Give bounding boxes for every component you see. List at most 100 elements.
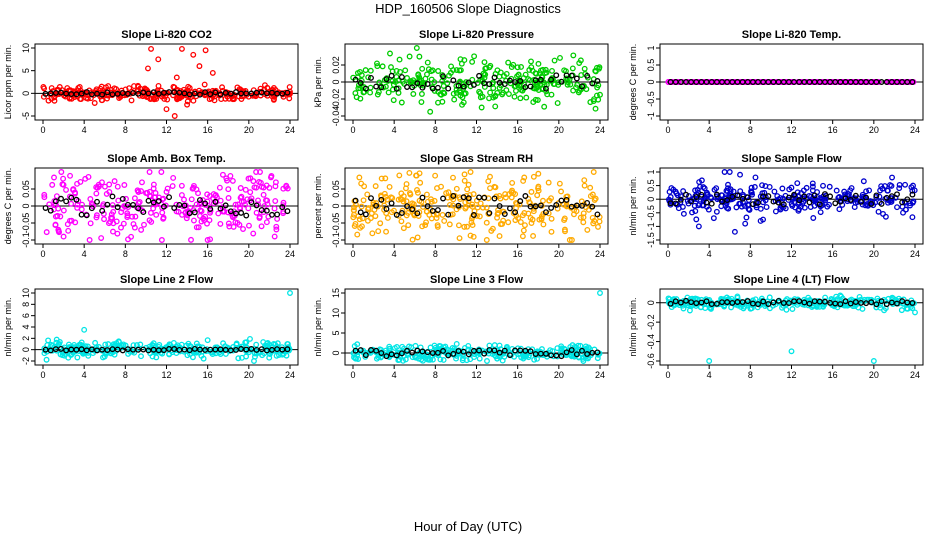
data-point xyxy=(221,208,228,215)
data-point xyxy=(461,171,468,178)
data-point xyxy=(384,214,391,221)
hourly-point xyxy=(780,201,787,208)
hourly-point xyxy=(517,198,524,205)
data-point xyxy=(239,93,245,100)
hourly-point xyxy=(88,205,95,212)
data-point xyxy=(170,92,177,99)
x-tick-label: 24 xyxy=(595,249,605,259)
data-point xyxy=(178,182,185,189)
y-tick-label: 0 xyxy=(646,197,656,202)
outlier-point xyxy=(737,171,743,178)
outlier-point xyxy=(251,358,257,364)
data-point xyxy=(350,214,357,221)
data-point xyxy=(696,79,703,85)
hourly-point xyxy=(501,211,508,217)
chart-panel: Slope Amb. Box Temp. 0 4 8 12 16 20 24 -0.1-0.05… xyxy=(3,153,299,259)
y-tick-label: 0.5 xyxy=(646,179,656,192)
data-point xyxy=(495,209,502,216)
x-tick-label: 20 xyxy=(554,249,564,259)
hourly-point xyxy=(419,194,426,201)
data-point xyxy=(724,185,731,192)
hourly-point xyxy=(119,347,126,354)
hourly-point xyxy=(470,81,477,88)
data-point xyxy=(561,67,568,74)
data-point xyxy=(409,236,416,243)
data-point xyxy=(164,96,171,103)
hourly-point xyxy=(672,298,679,305)
hourly-point xyxy=(233,89,239,96)
hourly-point xyxy=(486,210,493,216)
y-tick-label: -0.4 xyxy=(646,334,656,350)
x-tick-label: 16 xyxy=(203,125,213,135)
data-point xyxy=(147,209,154,216)
data-point xyxy=(503,87,510,94)
data-point xyxy=(866,187,873,194)
data-point xyxy=(272,183,279,190)
outlier-point xyxy=(757,218,764,224)
x-tick-label: 4 xyxy=(392,125,397,135)
data-point xyxy=(686,307,693,314)
hourly-point xyxy=(404,84,410,90)
data-point xyxy=(441,217,448,224)
data-point xyxy=(499,357,506,364)
hourly-point xyxy=(775,297,782,304)
hourly-point xyxy=(191,90,198,97)
hourly-point xyxy=(888,299,895,306)
hourly-point xyxy=(821,191,828,197)
hourly-point xyxy=(739,299,746,305)
data-point xyxy=(367,67,374,74)
hourly-point xyxy=(227,90,234,97)
data-point xyxy=(402,356,409,363)
x-tick-label: 16 xyxy=(513,249,523,259)
hourly-point xyxy=(460,194,467,201)
data-point xyxy=(673,190,680,197)
data-point xyxy=(909,187,916,194)
data-point xyxy=(137,341,144,348)
data-point xyxy=(911,187,918,194)
data-point xyxy=(41,194,48,201)
data-point xyxy=(737,188,744,195)
hourly-point xyxy=(579,347,585,354)
data-point xyxy=(721,79,728,85)
data-point xyxy=(146,169,153,175)
data-point xyxy=(418,99,425,106)
x-tick-label: 24 xyxy=(910,125,920,135)
data-point xyxy=(841,188,848,195)
y-tick-label: -0.05 xyxy=(21,213,31,234)
data-point xyxy=(41,191,48,198)
series-all xyxy=(40,45,293,119)
data-point xyxy=(403,212,410,219)
hourly-point xyxy=(791,191,798,198)
data-point xyxy=(824,203,831,210)
data-point xyxy=(550,81,557,87)
data-point xyxy=(126,85,133,92)
y-tick-label: 5 xyxy=(331,330,341,335)
data-point xyxy=(281,89,288,96)
data-point xyxy=(693,216,700,223)
data-point xyxy=(352,355,359,362)
hourly-point xyxy=(47,207,54,214)
data-point xyxy=(150,181,157,188)
hourly-point xyxy=(863,194,870,201)
data-point xyxy=(354,341,361,348)
x-tick-label: 0 xyxy=(665,249,670,259)
data-point xyxy=(242,201,248,208)
x-tick-label: 8 xyxy=(748,370,753,380)
hourly-point xyxy=(847,300,854,307)
hourly-point xyxy=(501,81,508,88)
hourly-point xyxy=(181,202,188,209)
data-point xyxy=(738,203,745,210)
hourly-point xyxy=(909,191,916,198)
data-point xyxy=(794,180,801,187)
outlier-point xyxy=(870,358,877,364)
data-point xyxy=(232,219,239,226)
outlier-point xyxy=(597,91,603,98)
data-point xyxy=(467,169,474,175)
data-point xyxy=(268,174,274,181)
hourly-point xyxy=(388,351,395,358)
data-point xyxy=(491,342,498,349)
data-point xyxy=(542,70,548,77)
y-axis-label: nl/min per min. xyxy=(628,176,638,235)
hourly-point xyxy=(821,298,828,305)
